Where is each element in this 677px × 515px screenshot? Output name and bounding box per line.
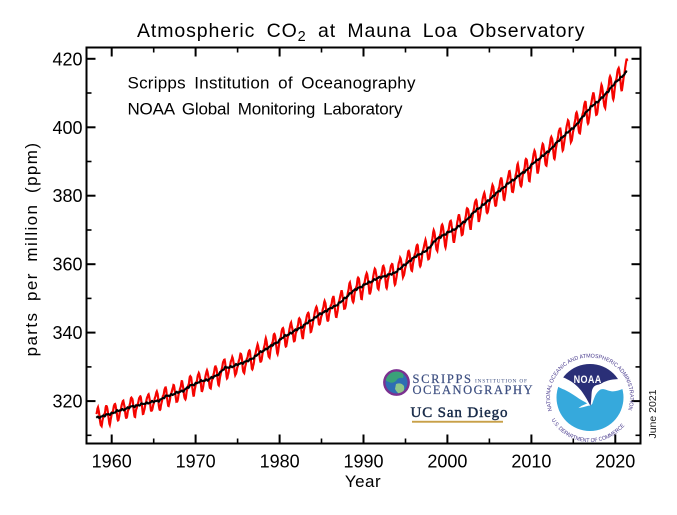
svg-text:320: 320 xyxy=(52,392,82,412)
svg-text:2020: 2020 xyxy=(595,452,635,472)
svg-text:NOAA: NOAA xyxy=(574,374,602,386)
svg-text:1960: 1960 xyxy=(92,452,132,472)
svg-text:1980: 1980 xyxy=(260,452,300,472)
svg-text:420: 420 xyxy=(52,49,82,69)
svg-text:UC San Diego: UC San Diego xyxy=(411,405,508,421)
svg-text:2010: 2010 xyxy=(511,452,551,472)
svg-text:340: 340 xyxy=(52,323,82,343)
svg-text:360: 360 xyxy=(52,255,82,275)
svg-text:Atmospheric CO2 at Mauna Loa O: Atmospheric CO2 at Mauna Loa Observatory xyxy=(137,20,585,45)
svg-text:NOAA Global Monitoring Laborat: NOAA Global Monitoring Laboratory xyxy=(128,100,404,119)
svg-text:parts per million (ppm): parts per million (ppm) xyxy=(22,142,41,357)
svg-text:2000: 2000 xyxy=(427,452,467,472)
svg-text:1970: 1970 xyxy=(176,452,216,472)
svg-text:June 2021: June 2021 xyxy=(647,389,659,438)
svg-text:Year: Year xyxy=(345,472,381,491)
svg-text:380: 380 xyxy=(52,186,82,206)
svg-text:INSTITUTION OF: INSTITUTION OF xyxy=(475,379,527,385)
svg-text:SCRIPPS: SCRIPPS xyxy=(413,372,472,386)
svg-text:Scripps Institution of Oceanog: Scripps Institution of Oceanography xyxy=(128,74,417,93)
svg-text:1990: 1990 xyxy=(343,452,383,472)
svg-text:400: 400 xyxy=(52,118,82,138)
